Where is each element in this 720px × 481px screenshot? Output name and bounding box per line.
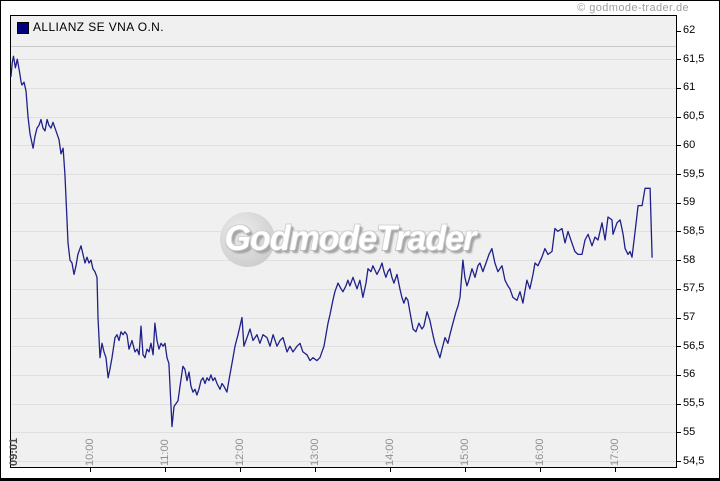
legend-swatch [17,22,29,34]
watermark-logo-text: GodmodeTrader [224,218,477,258]
price-line-path [10,55,653,428]
copyright-text: © godmode-trader.de [577,2,689,14]
legend-strip: ALLIANZ SE VNA O.N. [11,16,676,47]
legend-label: ALLIANZ SE VNA O.N. [33,20,164,34]
watermark-sphere-icon [220,212,275,267]
